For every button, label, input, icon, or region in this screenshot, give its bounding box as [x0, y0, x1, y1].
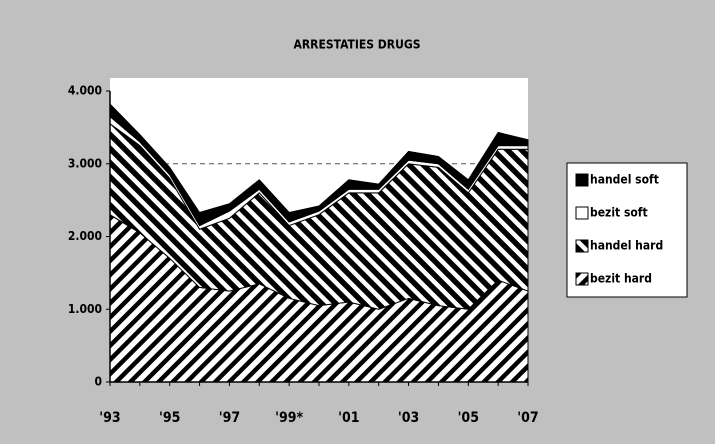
legend-swatch	[575, 239, 589, 253]
y-tick-label: 4.000	[68, 84, 102, 98]
x-tick-label: '05	[458, 410, 479, 426]
legend-swatch	[575, 206, 589, 220]
legend-label: bezit hard	[590, 272, 652, 286]
x-tick-label: '07	[517, 410, 538, 426]
legend-swatch	[575, 173, 589, 187]
x-tick-label: '93	[99, 410, 120, 426]
x-tick-label: '95	[159, 410, 180, 426]
x-tick-label: '97	[219, 410, 240, 426]
legend-label: handel hard	[590, 239, 663, 253]
x-tick-label: '99*	[275, 410, 303, 426]
legend-swatch	[575, 272, 589, 286]
x-tick-label: '01	[338, 410, 359, 426]
legend-label: handel soft	[590, 173, 659, 187]
chart-title: ARRESTATIES DRUGS	[294, 38, 421, 52]
x-tick-label: '03	[398, 410, 419, 426]
area	[109, 102, 529, 227]
y-tick-label: 2.000	[68, 229, 102, 243]
legend-label: bezit soft	[590, 206, 648, 220]
y-tick-label: 1.000	[68, 302, 102, 316]
y-tick-label: 3.000	[68, 156, 102, 170]
y-tick-label: 0	[94, 375, 102, 389]
